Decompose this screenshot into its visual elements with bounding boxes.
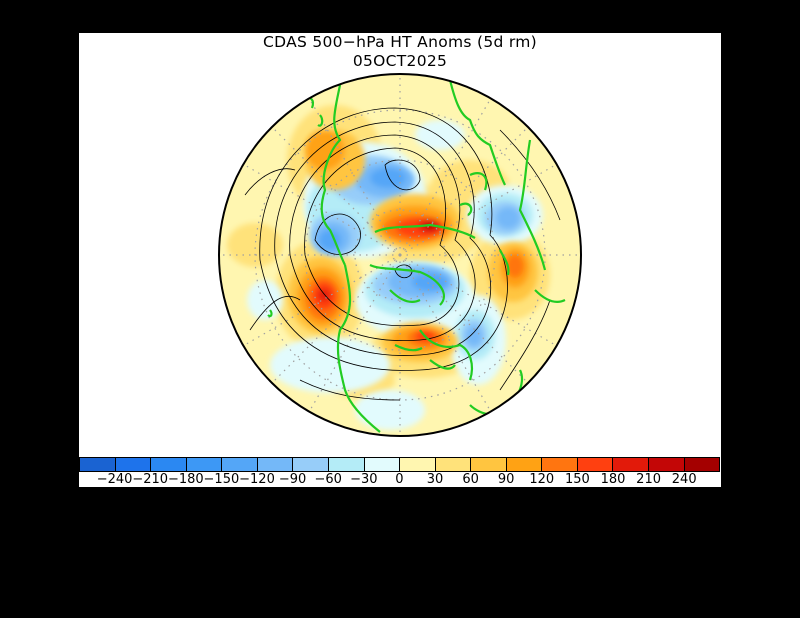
colorbar-box xyxy=(328,458,365,471)
colorbar-labels: −240 −210 −180 −150 −120 −90 −60 −30 0 3… xyxy=(79,472,720,487)
colorbar-box xyxy=(186,458,223,471)
colorbar-label: 30 xyxy=(426,472,444,487)
colorbar-box xyxy=(364,458,401,471)
height-contours xyxy=(244,107,561,401)
map-boundary xyxy=(218,73,582,437)
colorbar-label: 210 xyxy=(636,472,662,487)
colorbar-box xyxy=(613,458,649,471)
colorbar-label: 120 xyxy=(529,472,555,487)
colorbar-box xyxy=(542,458,578,471)
colorbar-label: −150 xyxy=(203,472,240,487)
colorbar-box xyxy=(577,458,614,471)
anomaly-field xyxy=(219,74,581,436)
colorbar-label: 150 xyxy=(564,472,590,487)
colorbar-box xyxy=(400,458,436,471)
colorbar-box xyxy=(471,458,507,471)
colorbar-label: −60 xyxy=(314,472,342,487)
colorbar-box xyxy=(80,458,116,471)
colorbar-label: 180 xyxy=(600,472,626,487)
polar-map xyxy=(218,73,582,437)
figure-panel: CDAS 500−hPa HT Anoms (5d rm) 05OCT2025 xyxy=(79,33,721,487)
colorbar-label: 240 xyxy=(671,472,697,487)
colorbar-label: 0 xyxy=(395,472,404,487)
colorbar-box xyxy=(115,458,152,471)
chart-date: 05OCT2025 xyxy=(352,52,448,70)
colorbar-label: −180 xyxy=(167,472,204,487)
colorbar-label: 60 xyxy=(462,472,479,487)
coastlines xyxy=(267,79,566,433)
colorbar-box xyxy=(222,458,258,471)
colorbar xyxy=(79,457,720,472)
colorbar-label: −30 xyxy=(350,472,378,487)
colorbar-box xyxy=(435,458,472,471)
colorbar-box xyxy=(684,458,720,471)
colorbar-box xyxy=(293,458,329,471)
colorbar-box xyxy=(257,458,294,471)
colorbar-box xyxy=(649,458,685,471)
colorbar-label: −120 xyxy=(239,472,275,487)
colorbar-label: −210 xyxy=(132,472,169,487)
colorbar-label: 90 xyxy=(497,472,515,487)
colorbar-label: −90 xyxy=(278,472,307,487)
colorbar-label: −240 xyxy=(96,472,133,487)
colorbar-box xyxy=(151,458,187,471)
chart-title: CDAS 500−hPa HT Anoms (5d rm) xyxy=(262,33,537,51)
colorbar-box xyxy=(506,458,543,471)
